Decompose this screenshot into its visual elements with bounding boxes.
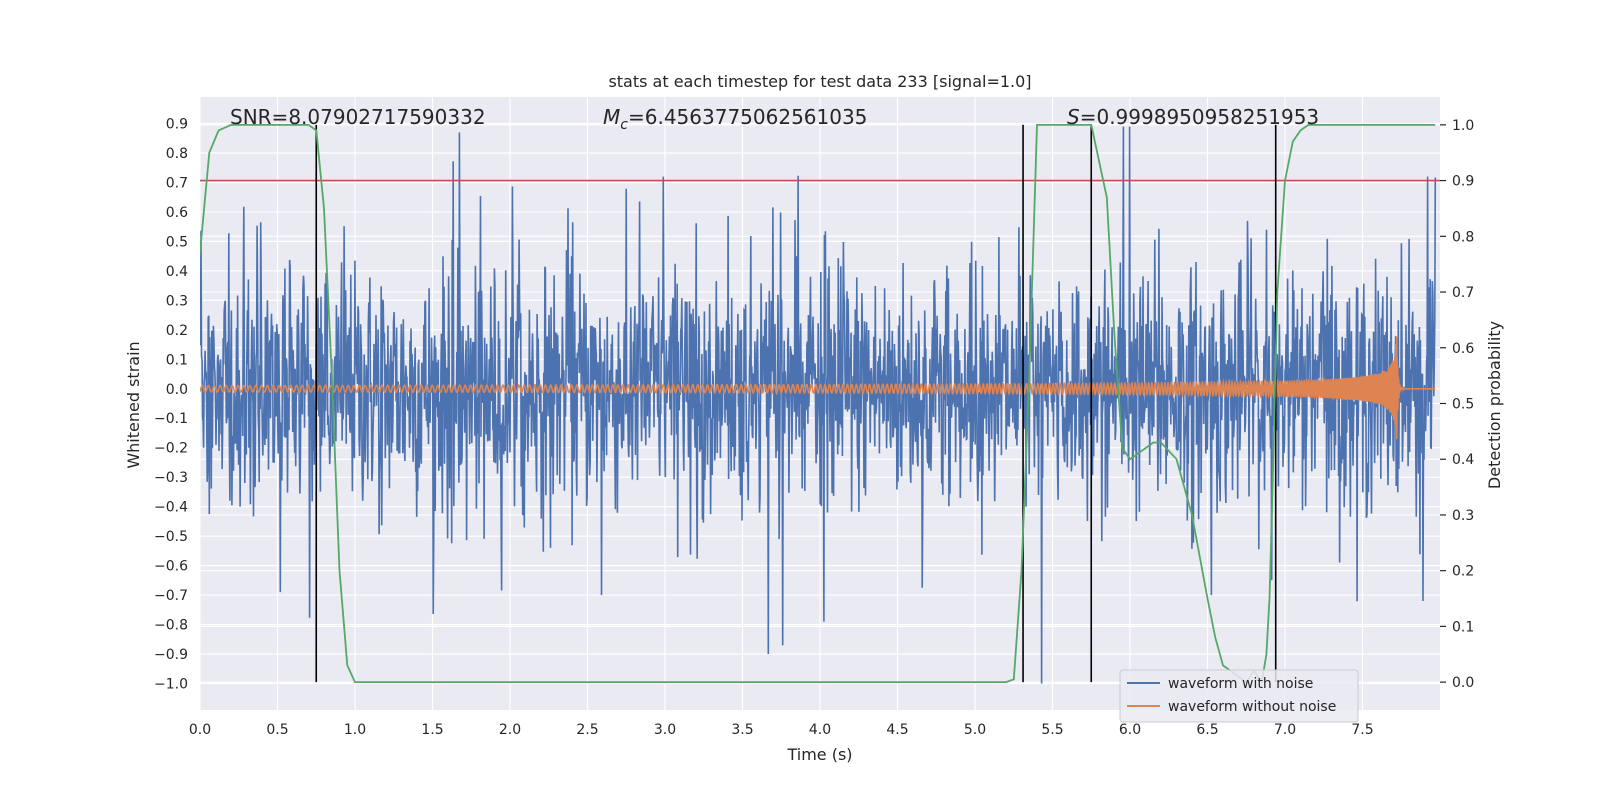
x-tick-label: 3.5 xyxy=(731,722,753,738)
snr-prefix: SNR= xyxy=(230,105,288,129)
y-left-tick-label: 0.0 xyxy=(166,382,188,398)
y-right-tick-label: 0.6 xyxy=(1452,341,1474,357)
y-left-tick-label: 0.2 xyxy=(166,323,188,339)
series-waveform-without-noise xyxy=(200,336,1436,440)
y-right-tick-label: 1.0 xyxy=(1452,118,1474,134)
y-right-tick-label: 0.3 xyxy=(1452,508,1474,524)
x-tick-label: 7.5 xyxy=(1351,722,1373,738)
x-tick-label: 5.5 xyxy=(1041,722,1063,738)
mc-value: 6.4563775062561035 xyxy=(645,105,868,129)
s-annotation: S=0.9998950958251953 xyxy=(1067,105,1319,129)
y-left-tick-label: 0.8 xyxy=(166,146,188,162)
y-right-tick-label: 0.2 xyxy=(1452,564,1474,580)
y-axis-right-label: Detection probability xyxy=(1485,321,1504,489)
x-tick-label: 1.5 xyxy=(421,722,443,738)
y-left-tick-label: −0.1 xyxy=(154,411,188,427)
y-right-tick-label: 0.1 xyxy=(1452,619,1474,635)
y-axis-left-label: Whitened strain xyxy=(124,341,143,468)
x-tick-label: 6.5 xyxy=(1196,722,1218,738)
y-left-tick-label: −0.7 xyxy=(154,588,188,604)
y-left-tick-label: −0.9 xyxy=(154,647,188,663)
y-left-tick-label: 0.3 xyxy=(166,293,188,309)
s-symbol: S xyxy=(1067,105,1080,129)
x-tick-label: 5.0 xyxy=(964,722,986,738)
mc-annotation: Mc=6.4563775062561035 xyxy=(603,105,867,133)
legend-label-clean: waveform without noise xyxy=(1168,699,1336,715)
s-value: 0.9998950958251953 xyxy=(1096,105,1319,129)
y-left-tick-label: 0.5 xyxy=(166,234,188,250)
legend: waveform with noise waveform without noi… xyxy=(1119,669,1359,723)
series-detection-probability xyxy=(200,124,1436,685)
mc-subscript: c xyxy=(620,117,628,133)
y-right-tick-label: 0.4 xyxy=(1452,452,1474,468)
y-left-tick-label: −0.5 xyxy=(154,529,188,545)
y-right-tick-label: 0.9 xyxy=(1452,174,1474,190)
y-left-tick-label: −1.0 xyxy=(154,676,188,692)
vertical-lines-layer xyxy=(315,124,1277,683)
y-left-tick-label: 0.6 xyxy=(166,205,188,221)
y-right-tick-label: 0.0 xyxy=(1452,675,1474,691)
x-tick-label: 0.5 xyxy=(266,722,288,738)
chirp-series-layer xyxy=(200,336,1436,440)
x-axis-label: Time (s) xyxy=(786,745,852,764)
legend-label-noise: waveform with noise xyxy=(1168,676,1313,692)
x-tick-label: 2.0 xyxy=(499,722,521,738)
y-left-tick-label: −0.8 xyxy=(154,618,188,634)
y-left-tick-label: −0.6 xyxy=(154,559,188,575)
x-tick-label: 4.5 xyxy=(886,722,908,738)
y-right-ticks: 1.0 0.9 0.8 0.7 0.6 0.5 0.4 0.3 0.2 0.1 0.0 xyxy=(1440,118,1474,691)
series-waveform-with-noise xyxy=(200,126,1437,684)
y-left-tick-label: −0.4 xyxy=(154,500,188,516)
mc-symbol: M xyxy=(603,105,620,129)
y-right-tick-label: 0.8 xyxy=(1452,229,1474,245)
chart-title: stats at each timestep for test data 233… xyxy=(608,72,1031,91)
legend-box xyxy=(1119,669,1359,723)
x-tick-label: 4.0 xyxy=(809,722,831,738)
y-left-tick-label: 0.4 xyxy=(166,264,188,280)
y-left-tick-label: 0.9 xyxy=(166,117,188,133)
x-tick-label: 1.0 xyxy=(344,722,366,738)
y-left-tick-label: 0.1 xyxy=(166,352,188,368)
snr-value: 8.07902717590332 xyxy=(288,105,485,129)
mc-equals: = xyxy=(628,105,645,129)
x-tick-label: 3.0 xyxy=(654,722,676,738)
y-left-tick-label: −0.2 xyxy=(154,441,188,457)
x-tick-label: 2.5 xyxy=(576,722,598,738)
y-right-tick-label: 0.7 xyxy=(1452,285,1474,301)
y-left-tick-label: 0.7 xyxy=(166,175,188,191)
x-tick-label: 0.0 xyxy=(189,722,211,738)
x-ticks: 0.0 0.5 1.0 1.5 2.0 2.5 3.0 3.5 4.0 4.5 5.0 5.5 6.0 6… xyxy=(189,722,1374,738)
s-equals: = xyxy=(1080,105,1097,129)
probability-series-layer xyxy=(200,124,1436,685)
y-right-tick-label: 0.5 xyxy=(1452,397,1474,413)
y-left-ticks: 0.9 0.8 0.7 0.6 0.5 0.4 0.3 0.2 0.1 0.0 −0.1 −0.2 −0… xyxy=(154,117,188,693)
y-left-tick-label: −0.3 xyxy=(154,470,188,486)
noise-series-layer xyxy=(200,126,1437,684)
x-tick-label: 7.0 xyxy=(1274,722,1296,738)
x-tick-label: 6.0 xyxy=(1119,722,1141,738)
snr-annotation: SNR=8.07902717590332 xyxy=(230,105,486,129)
